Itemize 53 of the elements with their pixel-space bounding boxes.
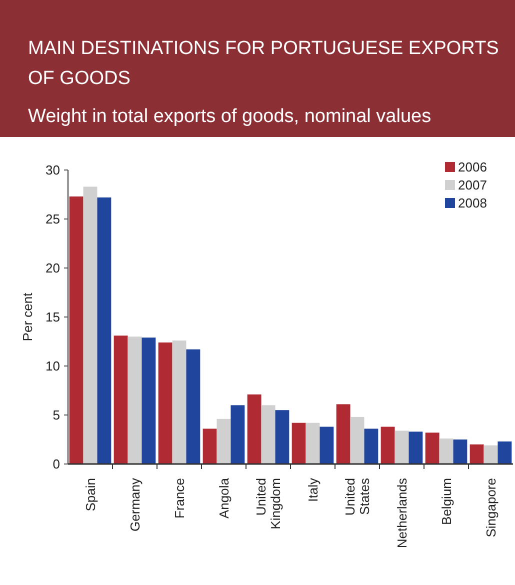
bar [484,445,498,464]
x-tick-label: Netherlands [394,478,410,548]
y-axis-title: Per cent [20,292,35,342]
x-tick-label: Germany [127,478,142,532]
bar [128,336,142,464]
legend-label: 2008 [458,196,487,211]
bar [320,426,334,464]
bar [364,428,378,464]
bar [230,405,245,464]
x-tick-label: Singapore [483,478,498,538]
x-tick-label: Angola [216,477,232,518]
bar [83,186,98,464]
chart-title: MAIN DESTINATIONS FOR PORTUGUESE EXPORTS OF GOODS [28,38,499,89]
bar [380,426,395,464]
bar [69,196,84,464]
legend-label: 2006 [458,160,487,175]
bar [470,444,484,464]
bar [158,342,172,464]
x-tick-label: United States [342,478,372,516]
y-tick-label: 30 [46,162,60,178]
bar [306,422,320,464]
bar [408,432,423,464]
bar [292,422,306,464]
bar [202,428,217,464]
y-tick-label: 25 [46,212,60,227]
bar [261,405,276,464]
bar [394,430,409,464]
bar [336,404,350,464]
x-tick-label: United Kingdom [254,478,283,530]
bar [439,438,454,464]
bar [453,440,468,464]
x-tick-label: Italy [305,478,320,502]
chart-subtitle: Weight in total exports of goods, nominal values [28,106,432,127]
x-tick-label: Spain [82,478,98,512]
y-tick-label: 15 [46,310,60,325]
x-tick-label: France [172,478,187,518]
legend-label: 2007 [458,178,487,193]
bar [350,416,364,464]
bar [186,349,200,464]
bar [425,432,440,464]
bar [216,418,231,464]
bar [142,338,156,464]
bar [498,441,512,464]
bar [247,394,262,464]
y-tick-label: 5 [52,408,60,423]
y-tick-label: 0 [52,456,60,472]
y-tick-label: 10 [46,358,60,374]
bar [172,340,186,464]
bar [275,410,290,464]
bar [97,197,112,464]
x-tick-label: Belgium [438,478,454,525]
bar [114,336,128,464]
y-tick-label: 20 [46,260,60,276]
